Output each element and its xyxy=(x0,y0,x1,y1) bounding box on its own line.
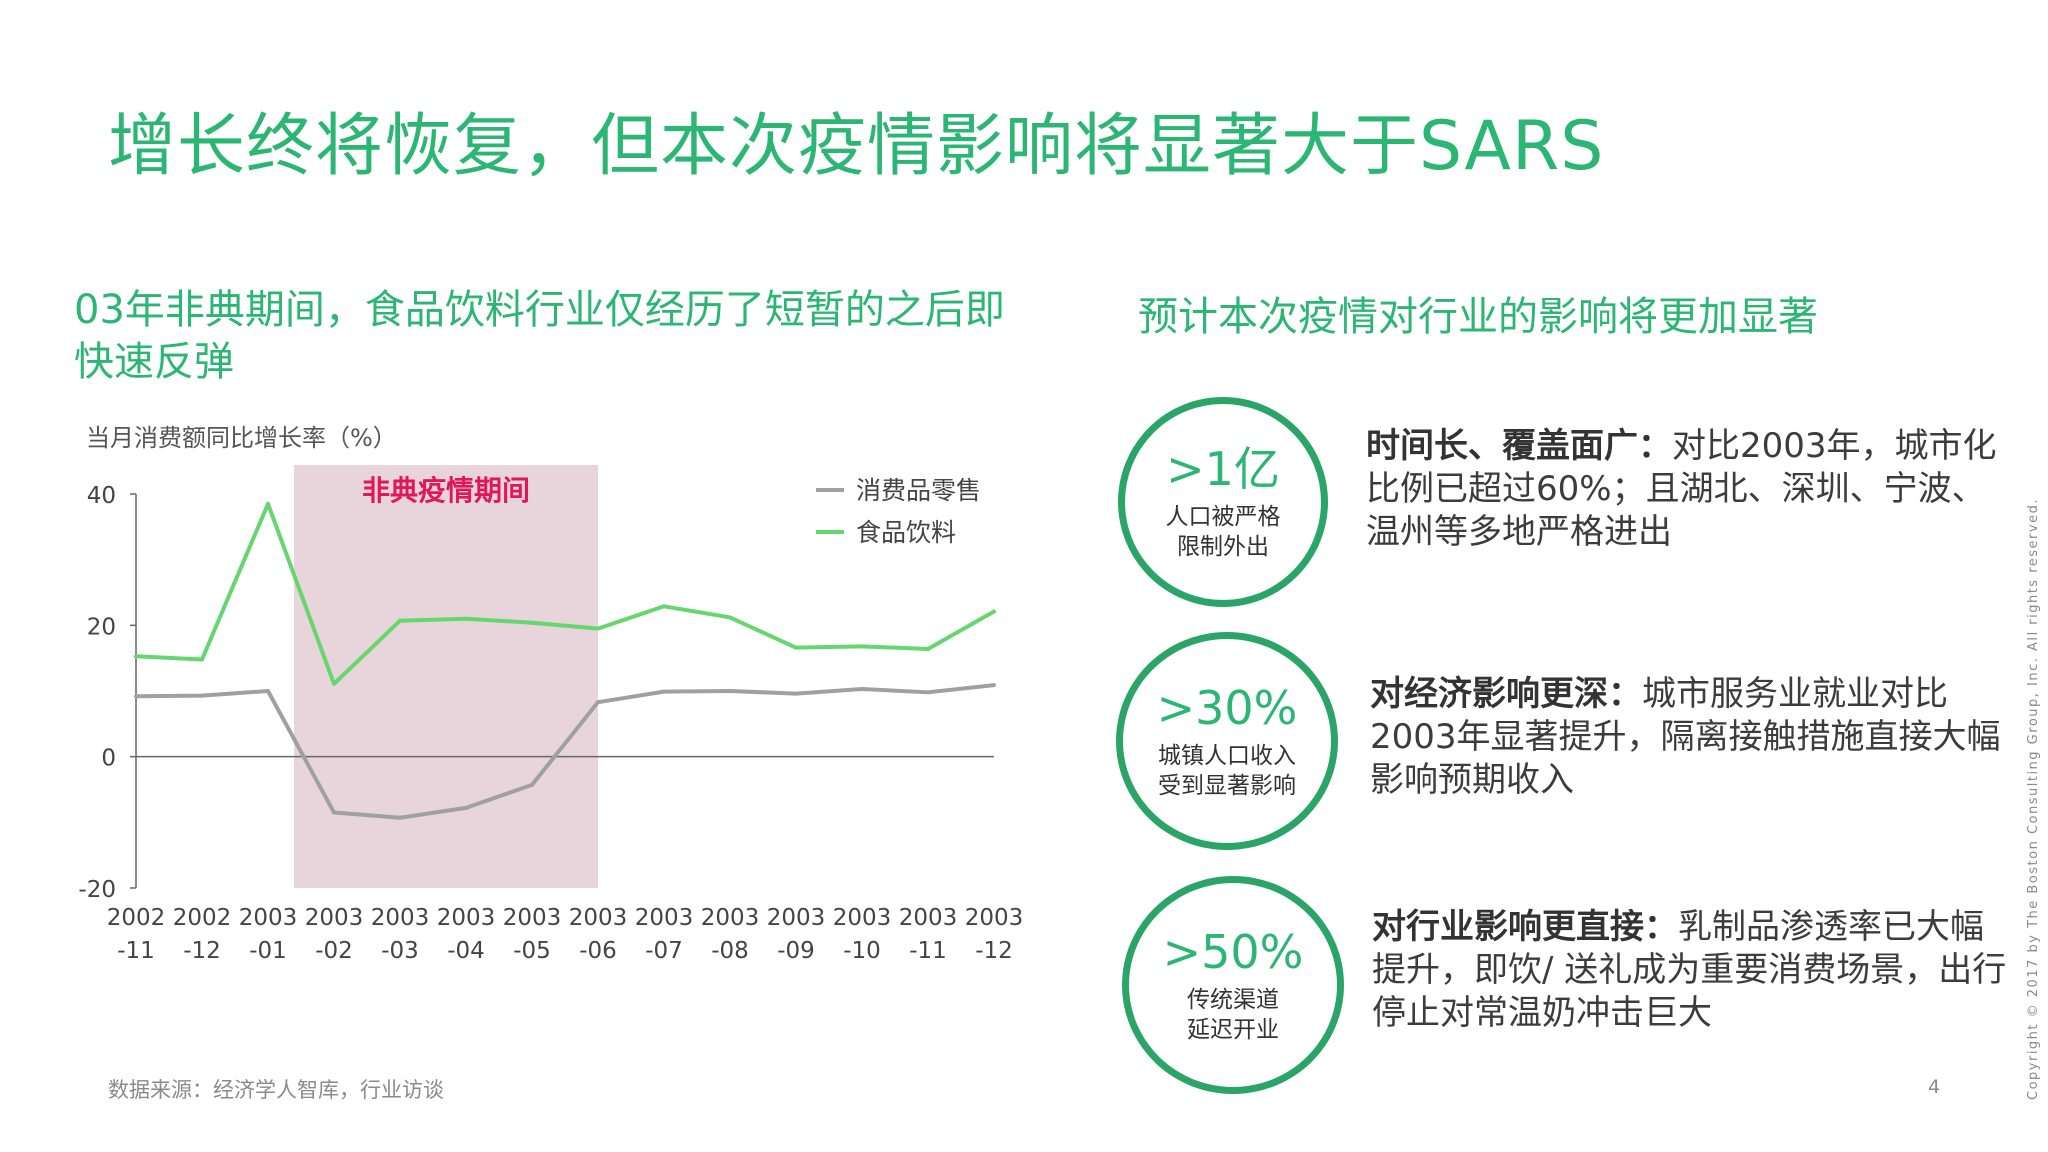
data-point xyxy=(464,616,468,621)
data-point xyxy=(926,690,930,695)
y-tick-label: 20 xyxy=(87,614,116,640)
x-tick-label-year: 2003 xyxy=(305,905,364,931)
x-tick-label-month: -10 xyxy=(843,938,881,964)
data-point xyxy=(530,782,534,787)
data-source-note: 数据来源：经济学人智库，行业访谈 xyxy=(108,1078,444,1102)
stat-circle-population: >1亿 人口被严格 限制外出 xyxy=(1118,397,1328,607)
stat-caption: 传统渠道 延迟开业 xyxy=(1187,987,1279,1043)
data-point xyxy=(662,604,666,609)
impact-item-duration: 时间长、覆盖面广：对比2003年，城市化比例已超过60%；且湖北、深圳、宁波、温… xyxy=(1366,425,2006,554)
x-tick-label-year: 2003 xyxy=(701,905,760,931)
data-point xyxy=(134,654,138,659)
data-point xyxy=(926,646,930,651)
right-section-heading: 预计本次疫情对行业的影响将更加显著 xyxy=(1138,294,1818,340)
x-tick-label-year: 2003 xyxy=(371,905,430,931)
x-tick-label-year: 2003 xyxy=(569,905,628,931)
data-point xyxy=(992,683,996,688)
y-tick-label: 40 xyxy=(87,483,116,509)
x-tick-label-month: -04 xyxy=(447,938,485,964)
data-point xyxy=(200,657,204,662)
x-tick-label-year: 2003 xyxy=(965,905,1024,931)
consumption-growth-line-chart: 非典疫情期间 当月消费额同比增长率（%） 40 20 0 -20 2002 -11 200… xyxy=(78,424,1024,964)
legend-label: 消费品零售 xyxy=(856,476,981,505)
stat-caption: 城镇人口收入 受到显著影响 xyxy=(1158,743,1296,799)
left-section-heading: 03年非典期间，食品饮料行业仅经历了短暂的之后即快速反弹 xyxy=(74,287,1005,385)
impact-item-text: 乳制品渗透率已大幅提升，即饮/ 送礼成为重要消费场景，出行停止对常温奶冲击巨大 xyxy=(1372,907,2007,1033)
impact-item-title: 对经济影响更深： xyxy=(1370,674,1642,714)
x-tick-label-year: 2003 xyxy=(833,905,892,931)
series-line-消费品零售 xyxy=(135,683,995,820)
stat-value: >50% xyxy=(1162,925,1304,979)
data-point xyxy=(794,645,798,650)
impact-item-title: 时间长、覆盖面广： xyxy=(1366,426,1672,466)
data-point xyxy=(398,815,402,820)
sars-period-highlight xyxy=(294,465,598,888)
x-tick-label-year: 2003 xyxy=(437,905,496,931)
page-number: 4 xyxy=(1928,1076,1941,1098)
x-tick-label-year: 2003 xyxy=(635,905,694,931)
x-tick-label-year: 2002 xyxy=(173,905,232,931)
page-title: 增长终将恢复，但本次疫情影响将显著大于SARS xyxy=(108,107,1605,186)
stat-circle-income: >30% 城镇人口收入 受到显著影响 xyxy=(1116,632,1338,850)
y-axis-label: 当月消费额同比增长率（%） xyxy=(86,424,397,452)
y-tick-label: -20 xyxy=(78,877,116,903)
y-tick-label: 0 xyxy=(101,746,116,772)
data-point xyxy=(530,620,534,625)
data-point xyxy=(728,689,732,693)
data-point xyxy=(992,609,996,614)
legend-label: 食品饮料 xyxy=(856,518,956,547)
x-tick-label-month: -05 xyxy=(513,938,551,964)
data-point xyxy=(266,501,270,506)
x-tick-label-month: -07 xyxy=(645,938,683,964)
impact-item-economy: 对经济影响更深：城市服务业就业对比2003年显著提升，隔离接触措施直接大幅影响预… xyxy=(1370,673,2010,802)
x-tick-label-month: -09 xyxy=(777,938,815,964)
data-point xyxy=(596,626,600,631)
data-point xyxy=(332,681,336,686)
data-point xyxy=(464,805,468,810)
data-point xyxy=(596,700,600,705)
data-point xyxy=(266,689,270,693)
data-point xyxy=(134,694,138,699)
sars-period-label: 非典疫情期间 xyxy=(362,474,530,507)
data-point xyxy=(728,615,732,620)
x-tick-label-month: -08 xyxy=(711,938,749,964)
impact-item-industry: 对行业影响更直接：乳制品渗透率已大幅提升，即饮/ 送礼成为重要消费场景，出行停止… xyxy=(1372,906,2012,1035)
x-tick-label-month: -12 xyxy=(183,938,221,964)
x-tick-label-month: -06 xyxy=(579,938,617,964)
impact-item-text: 城市服务业就业对比2003年显著提升，隔离接触措施直接大幅影响预期收入 xyxy=(1370,674,2001,800)
x-tick-label-year: 2002 xyxy=(107,905,166,931)
data-point xyxy=(332,810,336,815)
data-point xyxy=(860,644,864,649)
x-tick-label-year: 2003 xyxy=(239,905,298,931)
stat-circle-channel: >50% 传统渠道 延迟开业 xyxy=(1122,876,1344,1094)
x-tick-label-month: -03 xyxy=(381,938,419,964)
impact-item-text: 对比2003年，城市化比例已超过60%；且湖北、深圳、宁波、温州等多地严格进出 xyxy=(1366,426,1997,552)
x-tick-label-month: -02 xyxy=(315,938,353,964)
x-tick-label-year: 2003 xyxy=(503,905,562,931)
stat-value: >30% xyxy=(1156,681,1298,735)
x-tick-label-month: -12 xyxy=(975,938,1013,964)
copyright-notice: Copyright © 2017 by The Boston Consultin… xyxy=(2026,498,2041,1100)
stat-value: >1亿 xyxy=(1166,442,1280,496)
data-point xyxy=(200,693,204,698)
impact-item-title: 对行业影响更直接： xyxy=(1372,907,1678,947)
data-point xyxy=(794,691,798,696)
x-tick-label-month: -11 xyxy=(909,938,947,964)
x-tick-label-month: -01 xyxy=(249,938,287,964)
data-point xyxy=(860,687,864,692)
series-line-食品饮料 xyxy=(135,501,995,686)
x-tick-label-year: 2003 xyxy=(767,905,826,931)
data-point xyxy=(398,618,402,623)
stat-caption: 人口被严格 限制外出 xyxy=(1165,504,1281,560)
x-tick-label-year: 2003 xyxy=(899,905,958,931)
x-tick-label-month: -11 xyxy=(117,938,155,964)
data-point xyxy=(662,689,666,694)
